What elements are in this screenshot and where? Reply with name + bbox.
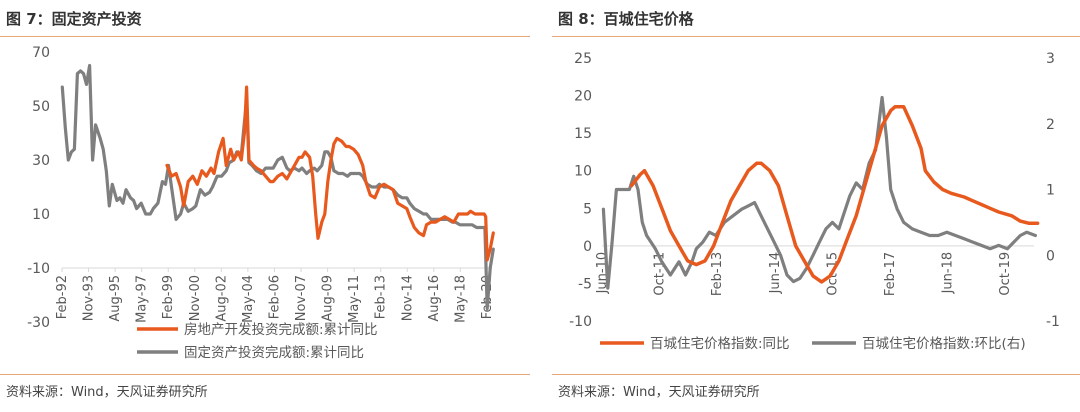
y-tick-label: 30 [32, 153, 50, 169]
y-tick-label-right: 2 [1046, 117, 1055, 133]
title-divider [0, 36, 530, 37]
legend-label: 固定资产投资完成额:累计同比 [184, 345, 364, 361]
chart-panel-housing-price: 图 8：百城住宅价格 25 20 15 10 5 0 -5 -10 3 2 1 0 -1 Jun-10 Oc… [552, 0, 1080, 412]
y-tick-label-right: -1 [1046, 314, 1060, 330]
y-tick-label-right: 3 [1046, 51, 1055, 67]
y-tick-label: 10 [32, 207, 50, 223]
x-tick-label: May-04 [241, 275, 256, 323]
x-tick-label: Jun-18 [941, 252, 956, 295]
x-tick-label: May-97 [135, 275, 150, 323]
y-tick-label: -30 [27, 315, 50, 331]
x-tick-label: Feb-99 [161, 275, 176, 319]
y-tick-label-left: 0 [583, 239, 592, 255]
series-line-mom [601, 95, 1037, 290]
x-tick-label: Nov-07 [294, 275, 309, 321]
x-tick-label: Feb-17 [883, 252, 898, 296]
y-tick-label-left: 15 [574, 126, 592, 142]
x-tick-label: Aug-16 [427, 275, 442, 322]
source-note: 资料来源：Wind，天风证券研究所 [6, 385, 208, 400]
source-divider [0, 374, 530, 375]
chart-panel-fixed-asset-investment: 图 7：固定资产投资 70 50 30 10 -10 -30 Feb-92 Nov-93 Aug… [0, 0, 530, 412]
y-tick-label-left: 10 [574, 164, 592, 180]
y-tick-label-left: -10 [569, 314, 592, 330]
y-tick-label-left: 5 [583, 201, 592, 217]
x-tick-label: May-11 [347, 275, 362, 323]
x-tick-label: Feb-13 [710, 252, 725, 296]
x-tick-label: Nov-00 [188, 275, 203, 321]
chart-fixed-asset-investment: 70 50 30 10 -10 -30 Feb-92 Nov-93 Aug-95 May-97 Fe… [27, 45, 495, 361]
y-tick-label-left: -5 [578, 276, 592, 292]
source-divider [552, 374, 1080, 375]
x-tick-label: Nov-14 [400, 275, 415, 321]
chart-title: 图 8：百城住宅价格 [558, 10, 694, 28]
x-tick-label: Aug-09 [321, 275, 336, 322]
source-note: 资料来源：Wind，天风证券研究所 [558, 385, 760, 400]
chart-title: 图 7：固定资产投资 [6, 10, 142, 28]
y-tick-label-left: 20 [574, 89, 592, 105]
x-tick-label: Oct-19 [998, 252, 1013, 296]
series-line-yoy [629, 105, 1040, 284]
x-tick-label: Feb-13 [374, 275, 389, 319]
x-tick-label: Nov-93 [82, 275, 97, 321]
x-tick-label: May-18 [453, 275, 468, 323]
y-tick-label-left: 25 [574, 51, 592, 67]
y-tick-label: 70 [32, 45, 50, 61]
x-tick-label: Feb-06 [267, 275, 282, 319]
x-tick-label: Aug-95 [108, 275, 123, 322]
legend-label: 百城住宅价格指数:同比 [650, 336, 790, 352]
x-tick-label: Jun-14 [768, 252, 783, 295]
x-tick-label: Feb-92 [55, 275, 70, 319]
x-tick-label: Aug-02 [214, 275, 229, 322]
y-tick-label: -10 [27, 261, 50, 277]
legend-label: 房地产开发投资完成额:累计同比 [184, 322, 378, 338]
series-line-real-estate-investment [165, 85, 495, 262]
series-line-fixed-asset-investment [60, 63, 495, 311]
title-divider [552, 36, 1080, 37]
y-tick-label-right: 1 [1046, 183, 1055, 199]
y-tick-label-right: 0 [1046, 248, 1055, 264]
y-tick-label: 50 [32, 99, 50, 115]
legend-label: 百城住宅价格指数:环比(右) [862, 336, 1026, 352]
